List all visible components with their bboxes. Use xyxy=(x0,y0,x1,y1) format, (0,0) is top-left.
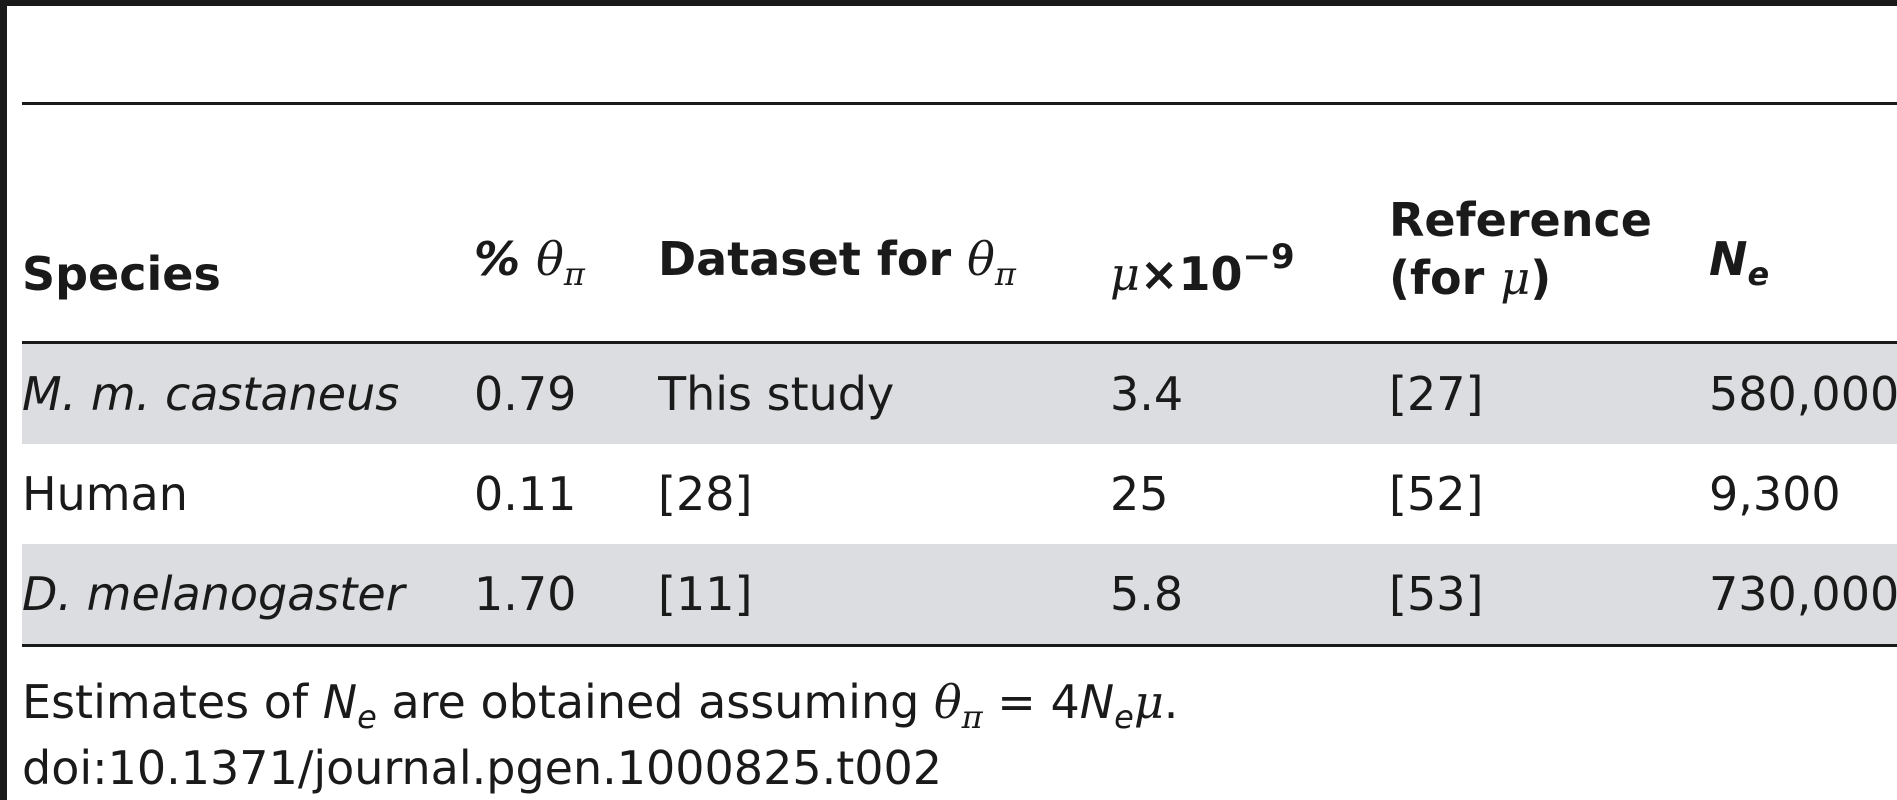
header-theta: % θπ xyxy=(474,105,658,344)
cell-species: Human xyxy=(22,467,188,521)
table-row: M. m. castaneus 0.79 This study 3.4 [27]… xyxy=(22,342,1897,444)
cell-dataset: This study xyxy=(658,342,1110,444)
table-container: Species % θπ Dataset for θπ μ×10−9 Refer… xyxy=(22,105,1897,647)
cell-mu: 5.8 xyxy=(1110,544,1389,647)
cell-ne: 580,000 xyxy=(1709,342,1897,444)
cell-species: M. m. castaneus xyxy=(22,342,474,444)
table-row: Human 0.11 [28] 25 [52] 9,300 xyxy=(22,444,1897,544)
cell-theta: 1.70 xyxy=(474,544,658,647)
cell-mu: 25 xyxy=(1110,467,1169,521)
cell-ne: 730,000 xyxy=(1709,544,1897,647)
cell-theta: 0.11 xyxy=(474,467,577,521)
cell-reference: [27] xyxy=(1389,342,1709,444)
doi-link: doi:10.1371/journal.pgen.1000825.t002 xyxy=(22,741,943,795)
header-ne: Ne xyxy=(1709,105,1897,344)
cell-mu: 3.4 xyxy=(1110,342,1389,444)
ne-estimates-table: Species % θπ Dataset for θπ μ×10−9 Refer… xyxy=(22,105,1897,647)
header-mu: μ×10−9 xyxy=(1110,105,1389,344)
cell-reference: [52] xyxy=(1389,467,1484,521)
table-row: D. melanogaster 1.70 [11] 5.8 [53] 730,0… xyxy=(22,544,1897,647)
header-top-rule xyxy=(22,102,1897,105)
left-rule xyxy=(0,0,7,800)
header-row: Species % θπ Dataset for θπ μ×10−9 Refer… xyxy=(22,105,1897,344)
cell-dataset: [11] xyxy=(658,544,1110,647)
header-species: Species xyxy=(22,105,474,344)
cell-theta: 0.79 xyxy=(474,342,658,444)
header-dataset: Dataset for θπ xyxy=(658,105,1110,344)
cell-dataset: [28] xyxy=(658,467,753,521)
table-footnote: Estimates of Ne are obtained assuming θπ… xyxy=(22,675,1179,737)
cell-species: D. melanogaster xyxy=(22,544,474,647)
top-rule xyxy=(0,0,1897,6)
cell-reference: [53] xyxy=(1389,544,1709,647)
header-reference: Reference (for μ) xyxy=(1389,105,1709,344)
cell-ne: 9,300 xyxy=(1709,467,1841,521)
